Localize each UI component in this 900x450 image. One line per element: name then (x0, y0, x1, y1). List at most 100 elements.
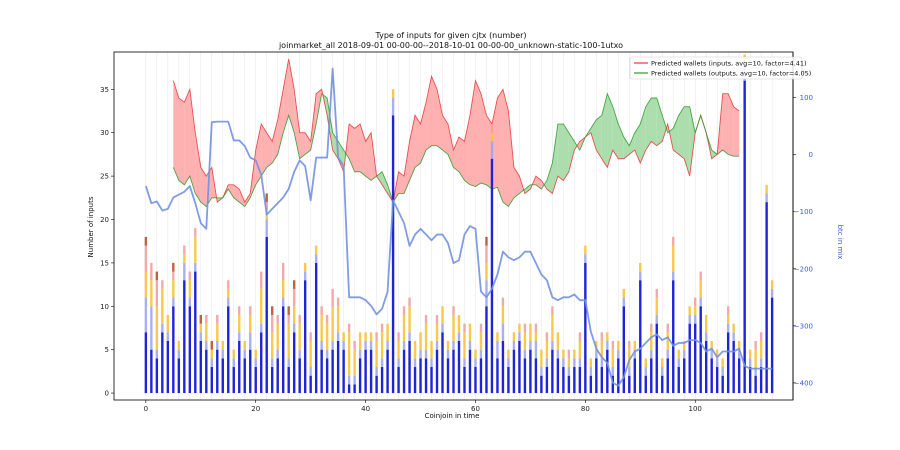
x-tick-label: 80 (581, 405, 590, 413)
bar-yellow (748, 349, 752, 359)
bar-base (672, 280, 675, 394)
bar-pink (611, 340, 615, 350)
wallet-band-segment (711, 150, 718, 159)
wallet-band-segment (656, 97, 663, 146)
bar-pink (726, 306, 730, 315)
bar-pink (694, 297, 697, 307)
bar-light-blue (617, 349, 620, 359)
bar-base (584, 262, 587, 394)
bar-light-blue (424, 349, 428, 359)
y-tick-label: 25 (100, 173, 109, 181)
bar-light-blue (732, 332, 735, 341)
wallet-band-segment (453, 137, 459, 172)
bar-light-blue (232, 358, 235, 368)
bar-yellow (573, 349, 576, 359)
y-right-tick-label: −100 (794, 208, 813, 216)
bar-light-blue (600, 358, 604, 368)
bar-yellow (271, 332, 274, 359)
bar-light-blue (254, 358, 257, 368)
bar-light-blue (545, 358, 549, 368)
bar-yellow (166, 314, 170, 333)
bar-light-blue (688, 314, 691, 324)
bar-base (166, 340, 170, 394)
bar-light-blue (562, 358, 565, 368)
bar-brown (292, 280, 296, 289)
bar-base (227, 306, 230, 394)
bar-light-blue (446, 349, 450, 359)
bar-base (221, 358, 224, 394)
bar-light-blue (715, 358, 719, 368)
wallet-band-segment (299, 132, 306, 159)
btc-in-mix-line (145, 67, 773, 387)
bar-base (155, 358, 159, 394)
bar-light-blue (748, 358, 752, 368)
bar-yellow (633, 340, 636, 350)
bar-yellow (688, 306, 691, 315)
bar-yellow (765, 184, 768, 194)
wallet-band-segment (546, 163, 553, 194)
bar-light-blue (292, 323, 296, 333)
bar-pink (238, 306, 241, 315)
wallet-band-segment (404, 141, 410, 194)
bar-base (496, 358, 499, 394)
bar-base (699, 306, 702, 394)
bar-light-blue (287, 358, 290, 368)
bar-light-blue (737, 349, 741, 359)
bar-yellow (342, 332, 345, 341)
bar-base (188, 306, 192, 394)
bar-base (391, 115, 395, 394)
bar-yellow (468, 323, 472, 341)
bar-light-blue (397, 358, 400, 368)
wallet-band-segment (563, 124, 569, 181)
bar-light-blue (694, 314, 697, 324)
bar-yellow (540, 349, 543, 368)
wallet-band-segment (634, 124, 641, 164)
bar-light-blue (364, 340, 367, 350)
bar-yellow (397, 340, 400, 359)
bar-light-blue (177, 349, 181, 359)
bar-pink (292, 288, 296, 307)
wallet-band-segment (508, 111, 514, 207)
wallet-band-segment (728, 93, 734, 157)
bar-base (271, 367, 274, 394)
chart-title: Type of inputs for given cjtx (number) (374, 31, 526, 40)
bar-yellow (677, 349, 680, 359)
bar-pink (600, 332, 604, 341)
bar-light-blue (705, 332, 708, 341)
bar-yellow (666, 332, 669, 350)
wallet-band-segment (486, 115, 492, 190)
wallet-band-segment (722, 93, 729, 155)
bar-yellow (732, 323, 735, 333)
bar-base (309, 375, 312, 394)
bar-light-blue (661, 367, 664, 376)
bar-light-blue (501, 323, 505, 341)
bar-yellow (628, 349, 631, 368)
bar-light-blue (479, 349, 483, 359)
bar-base (529, 349, 532, 394)
bar-base (710, 358, 713, 394)
bar-base (452, 349, 455, 394)
bar-base (353, 384, 356, 394)
bar-yellow (303, 262, 307, 272)
bar-light-blue (770, 288, 774, 298)
wallet-band-segment (200, 167, 207, 207)
bar-base (342, 349, 345, 394)
wallet-band-segment (409, 115, 416, 181)
bar-brown (271, 306, 274, 315)
bar-base (172, 306, 175, 394)
wallet-band-segment (475, 80, 481, 187)
wallet-band-segment (415, 115, 421, 168)
bar-yellow (446, 340, 450, 350)
bar-yellow (551, 314, 554, 341)
bar-base (468, 349, 472, 394)
bar-base (397, 367, 400, 394)
bar-yellow (715, 349, 719, 359)
legend-outputs-label: Predicted wallets (outputs, avg=10, fact… (651, 70, 811, 78)
wallet-band-segment (365, 132, 372, 181)
bar-light-blue (650, 349, 653, 359)
chart-subtitle: joinmarket_all 2018-09-01 00-00-00--2018… (278, 41, 623, 50)
bar-light-blue (358, 349, 362, 359)
bar-brown (210, 340, 213, 350)
x-axis-ticks: 0 20 40 60 80 100 (144, 400, 702, 413)
bar-pink (424, 314, 428, 324)
